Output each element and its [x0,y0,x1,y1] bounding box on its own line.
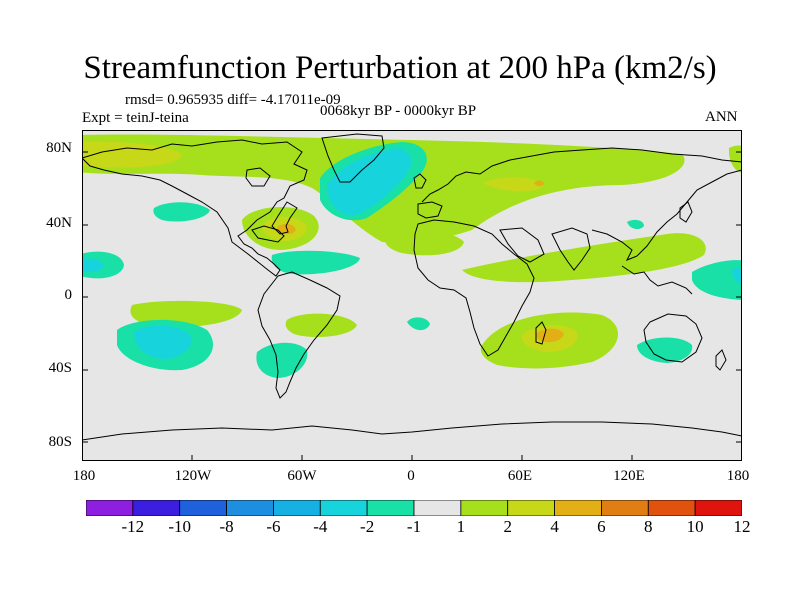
contour-neg2-spacific [134,325,192,359]
coast-iberia [417,201,443,219]
x-tick-label: 180 [726,468,750,484]
contour-pos2-africa [482,177,544,192]
contour-neg1-satlantic [407,317,430,331]
colorbar [86,500,742,516]
coast-north-america [82,139,308,277]
colorbar-box [273,500,321,516]
x-tick-label: 60E [507,468,533,484]
y-tick-label: 0 [64,287,73,303]
colorbar-label: -1 [406,517,422,536]
coast-india [551,227,591,271]
contour-pos1-atlantic-mid [385,230,464,256]
coastlines [82,133,742,441]
coast-gulf-mexico [251,225,285,243]
colorbar-box [226,500,274,516]
colorbar-label: 4 [550,517,559,536]
colorbar-label: -12 [121,517,145,536]
colorbar-box [694,500,742,516]
colorbar-box [179,500,227,516]
colorbar-label: -10 [168,517,192,536]
colorbar-label: -2 [360,517,375,536]
colorbar-label: -6 [266,517,281,536]
colorbar-label: 2 [503,517,512,536]
x-tick-label: 120W [174,468,212,484]
colorbar-label: 10 [686,517,704,536]
contour-neg1-east-edge [692,260,742,300]
tick-marks [82,151,742,461]
colorbar-label: 12 [733,517,751,536]
x-tick-label: 120E [613,468,645,484]
coast-florida [271,201,298,235]
contour-neg2-east-edge [732,267,742,285]
coast-arabia [499,227,545,263]
plot-title: Streamfunction Perturbation at 200 hPa (… [83,50,717,86]
coast-antarctica [82,421,742,441]
rmsd-diff-text: rmsd= 0.965935 diff= -4.17011e-09 [125,92,341,108]
colorbar-box [507,500,555,516]
y-tick-label: 40S [48,360,72,376]
coast-britain [413,173,427,189]
contour-pos1-spac-mid [285,313,357,337]
colorbar-box [647,500,696,516]
period-label: 0068kyr BP - 0000kyr BP [320,103,477,119]
x-tick-label: 60W [287,468,317,484]
coast-japan [679,201,693,223]
contour-neg2-west-edge [82,258,104,273]
contour-neg1-australia [637,337,693,363]
colorbar-label: 8 [644,517,653,536]
contour-neg2-atlantic [327,148,412,216]
coast-madagascar [535,321,547,345]
coast-africa [413,219,535,357]
colorbar-label: 1 [456,517,466,536]
x-tick-label: 180 [72,468,96,484]
colorbar-box [86,500,134,516]
colorbar-box [366,500,415,516]
y-tick-label: 80N [46,140,72,156]
coast-south-america [257,271,341,399]
contour-neg1-central-pacific [271,250,360,275]
y-tick-label: 40N [46,215,72,231]
colorbar-box [554,500,602,516]
colorbar-label: -8 [219,517,234,536]
contour-neg1-east-asia [627,219,644,230]
season-label: ANN [705,109,738,125]
x-tick-label: 0 [407,468,415,484]
contour-neg1-npacific [153,202,210,222]
colorbar-box [601,500,649,516]
contour-neg1-samerica [256,342,308,378]
coast-europe [421,147,742,203]
colorbar-box [319,500,368,516]
contour-pos4-spot [534,180,544,187]
colorbar-label: 6 [597,517,606,536]
colorbar-box [132,500,181,516]
coast-new-zealand [715,349,727,371]
coast-australia [643,313,703,363]
coast-hudson-bay [245,167,271,187]
coast-se-asia [621,265,693,295]
colorbar-box [413,500,462,516]
world-map [82,130,742,461]
y-tick-label: 80S [48,434,72,450]
coast-greenland [321,133,385,183]
colorbar-box [460,500,509,516]
colorbar-label: -4 [313,517,328,536]
coast-asia-east [591,169,742,261]
experiment-label: Expt = teinJ-teina [82,110,189,126]
